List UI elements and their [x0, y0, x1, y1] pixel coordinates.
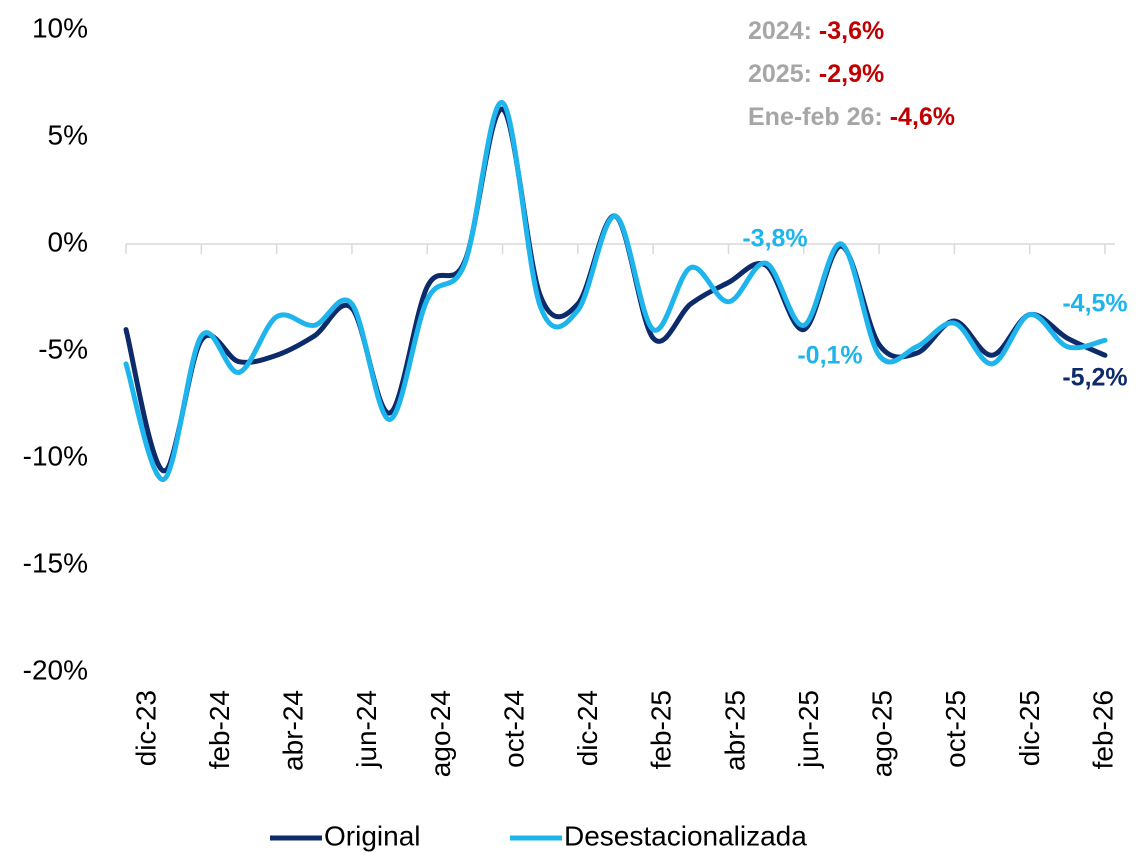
note-value: -4,6% [890, 103, 955, 131]
x-tick-label: jun-24 [351, 690, 382, 769]
y-tick-label: -15% [23, 547, 88, 578]
x-tick-label: feb-26 [1087, 690, 1118, 769]
x-tick-label: abr-25 [719, 690, 750, 771]
legend-label: Desestacionalizada [564, 820, 807, 851]
note-value: -2,9% [819, 60, 884, 88]
x-tick-label: ago-25 [867, 690, 898, 777]
data-annotation: -0,1% [797, 342, 862, 370]
series-line [123, 106, 1108, 474]
x-tick-label: oct-25 [940, 690, 971, 768]
x-tick-label: feb-24 [204, 690, 235, 769]
note-label: 2024: [748, 17, 812, 45]
y-tick-label: -5% [38, 333, 88, 364]
x-tick-label: ago-24 [425, 690, 456, 777]
data-annotation: -5,2% [1062, 364, 1127, 392]
note-label: 2025: [748, 60, 812, 88]
note-value: -3,6% [819, 17, 884, 45]
x-tick-label: jun-25 [793, 690, 824, 769]
x-tick-label: oct-24 [498, 690, 529, 768]
y-tick-label: 5% [48, 119, 88, 150]
y-tick-label: 0% [48, 226, 88, 257]
note: 2025: -2,9% [748, 60, 884, 88]
y-tick-label: 10% [32, 12, 88, 43]
x-tick-label: dic-23 [130, 690, 161, 766]
y-tick-label: -20% [23, 654, 88, 685]
x-tick-label: feb-25 [646, 690, 677, 769]
y-tick-label: -10% [23, 440, 88, 471]
legend-label: Original [324, 820, 420, 851]
note: 2024: -3,6% [748, 17, 884, 45]
note: Ene-feb 26: -4,6% [748, 103, 955, 131]
x-tick-label: dic-25 [1014, 690, 1045, 766]
note-label: Ene-feb 26: [748, 103, 883, 131]
x-tick-label: dic-24 [572, 690, 603, 766]
data-annotation: -3,8% [742, 225, 807, 253]
x-tick-label: abr-24 [278, 690, 309, 771]
data-annotation: -4,5% [1062, 290, 1127, 318]
series-line [123, 100, 1108, 482]
